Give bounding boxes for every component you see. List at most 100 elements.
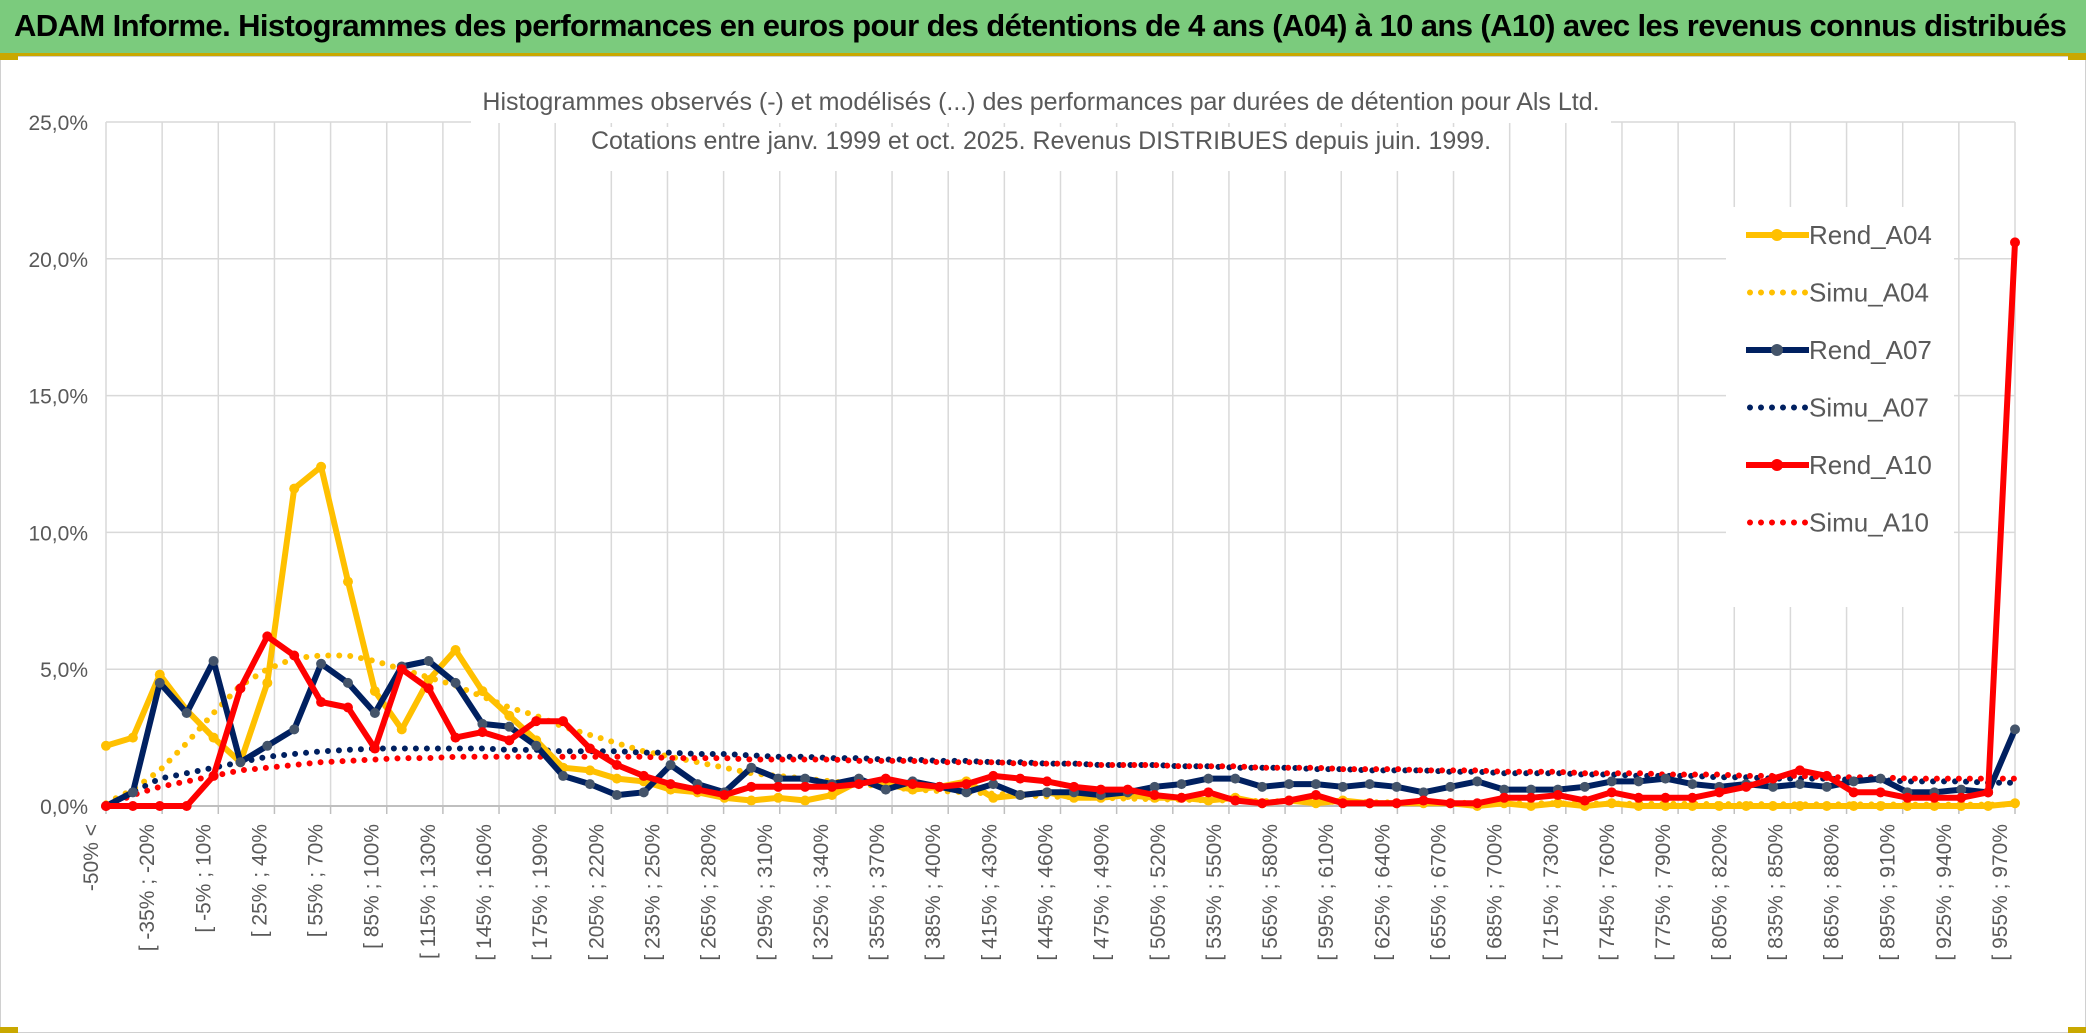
data-point [1606,776,1617,787]
data-point [1579,795,1590,806]
banner-title: ADAM Informe. Histogrammes des performan… [14,8,2067,43]
data-point [450,732,461,743]
data-point [235,683,246,694]
data-point [1230,795,1241,806]
data-point [1445,798,1456,809]
data-point [1714,787,1725,798]
data-point [1633,776,1644,787]
data-point [289,650,300,661]
data-point [1203,787,1214,798]
data-point [1472,798,1483,809]
data-point [208,770,219,781]
data-point [1606,787,1617,798]
chart-area: 0,0% 5,0% 10,0% 15,0% 20,0% 25,0% -50% < [ -35… [0,56,2086,1033]
data-point [1821,770,1832,781]
data-point [638,787,649,798]
data-point [1633,801,1644,811]
y-tick-label: 15,0% [28,386,88,409]
data-point [1929,801,1940,811]
data-point [1983,787,1994,798]
data-point [1983,801,1994,811]
data-point [316,697,327,708]
x-axis: -50% < [ -35% ; -20% [ -5% ; 10% [ 25% ; 40… [80,805,2016,961]
data-point [208,732,219,743]
data-point [1042,787,1053,798]
data-point [1015,773,1026,784]
x-tick-label: [ 925% ; 940% [1933,824,1956,961]
corner-marker [2068,1027,2086,1033]
data-point [880,784,891,795]
legend-marker [1771,459,1783,471]
legend-item: Simu_A07 [1747,393,1929,423]
data-point [1794,765,1805,776]
corner-marker [0,1027,18,1033]
data-point [396,664,407,675]
y-tick-label: 0,0% [40,796,88,819]
chart-title-block: Histogrammes observés (-) et modélisés (… [471,79,1611,171]
data-point [1284,779,1295,790]
data-point [1391,798,1402,809]
series-Rend_A10 [101,237,2020,811]
x-tick-label: [ 205% ; 220% [585,824,608,961]
data-point [1552,790,1563,801]
legend-label: Simu_A10 [1809,508,1929,538]
legend-label: Simu_A07 [1809,393,1929,423]
data-point [342,677,353,688]
data-point [289,724,300,735]
legend-label: Simu_A04 [1809,278,1929,308]
data-point [1364,779,1375,790]
x-tick-label: [ 745% ; 760% [1596,824,1619,961]
x-tick-label: [ 55% ; 70% [305,824,328,937]
data-point [746,795,757,806]
data-point [746,762,757,773]
data-point [773,773,784,784]
x-tick-label: [ 565% ; 580% [1259,824,1282,961]
data-point [504,710,515,721]
data-point [1552,798,1563,809]
x-tick-label: [ 295% ; 310% [754,824,777,961]
data-point [1633,792,1644,803]
data-point [1310,798,1321,809]
x-tick-label: [ 445% ; 460% [1035,824,1058,961]
y-tick-label: 10,0% [28,522,88,545]
data-point [1526,784,1537,795]
data-point [1122,784,1133,795]
data-point [1714,801,1725,811]
x-tick-label: [ 655% ; 670% [1428,824,1451,961]
legend-item: Simu_A10 [1747,508,1929,538]
data-point [584,779,595,790]
legend-marker [1771,344,1783,356]
data-point [638,770,649,781]
x-tick-label: [ 625% ; 640% [1371,824,1394,961]
data-point [934,781,945,792]
x-tick-label: [ 505% ; 520% [1147,824,1170,961]
data-point [611,759,622,770]
data-point [1687,792,1698,803]
data-point [1902,801,1913,811]
y-axis: 0,0% 5,0% 10,0% 15,0% 20,0% 25,0% [28,112,88,819]
x-tick-label: [ -35% ; -20% [136,824,159,951]
y-tick-label: 5,0% [40,659,88,682]
data-point [531,716,542,727]
data-point [101,740,111,751]
data-point [1149,781,1160,792]
data-point [1176,792,1187,803]
data-point [1257,781,1268,792]
x-tick-label: [ 415% ; 430% [978,824,1001,961]
data-point [1848,787,1859,798]
data-point [1687,801,1698,811]
series-Simu_A07 [103,745,2018,809]
corner-marker [2068,54,2086,60]
data-point [773,781,784,792]
x-tick-label: -50% < [80,824,103,891]
series-line [103,753,2018,809]
data-point [1176,779,1187,790]
data-point [423,683,434,694]
data-point [1015,790,1026,801]
data-point [907,779,918,790]
x-tick-label: [ 85% ; 100% [361,824,384,949]
chart-title: Histogrammes observés (-) et modélisés (… [482,88,1599,116]
data-point [342,702,353,713]
data-point [154,677,165,688]
data-point [773,792,784,803]
